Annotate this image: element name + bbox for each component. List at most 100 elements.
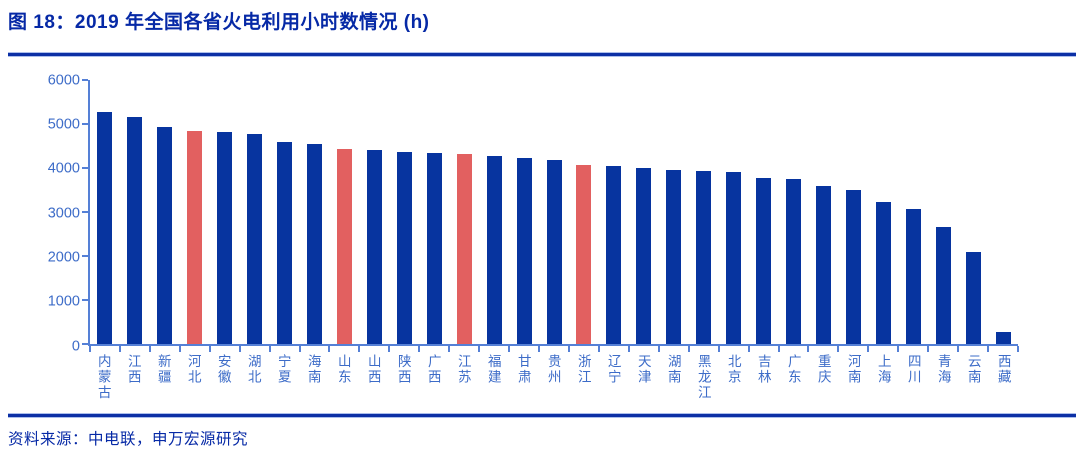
x-axis-label: 广东 [785,354,801,385]
y-axis-tick [82,123,88,125]
x-axis-tick [148,346,151,352]
x-axis-tick [717,346,720,352]
x-axis-label-slot: 辽宁 [598,354,628,401]
source-note: 资料来源：中电联，申万宏源研究 [8,431,249,448]
x-axis-label-slot: 江西 [118,354,148,401]
x-axis-label: 广西 [425,354,441,385]
x-axis-label: 宁夏 [275,354,291,385]
x-axis-label-slot: 四川 [898,354,928,401]
x-axis-label: 福建 [485,354,501,385]
bar-slot [988,80,1018,344]
x-axis-tick [747,346,750,352]
x-axis-label-slot: 湖北 [238,354,268,401]
bar-slot [449,80,479,344]
bar-上海 [875,201,891,344]
figure-title: 图 18：2019 年全国各省火电利用小时数情况 (h) [8,12,430,33]
x-axis-label-slot: 湖南 [658,354,688,401]
bar-slot [928,80,958,344]
bar-slot [120,80,150,344]
x-axis-label-slot: 甘肃 [508,354,538,401]
x-axis-label: 湖北 [245,354,261,385]
x-axis-tick [807,346,810,352]
x-axis-label-slot: 黑龙江 [688,354,718,401]
x-axis-tick [418,346,421,352]
x-axis-label: 吉林 [755,354,771,385]
y-axis-label: 0 [71,337,80,354]
x-axis-label: 河北 [185,354,201,385]
bar-甘肃 [516,157,532,344]
y-axis-tick [82,343,88,345]
bar-slot [659,80,689,344]
x-axis-tick [448,346,451,352]
x-axis-tick [957,346,960,352]
y-axis-label: 5000 [47,116,80,133]
x-axis-label-slot: 山东 [328,354,358,401]
x-axis-label-slot: 吉林 [748,354,778,401]
x-axis-label-slot: 上海 [868,354,898,401]
bar-slot [898,80,928,344]
x-axis-label: 山西 [365,354,381,385]
y-axis-label: 3000 [47,204,80,221]
bar-slot [240,80,270,344]
y-axis-label: 6000 [47,71,80,88]
x-axis-label: 陕西 [395,354,411,385]
x-axis-label: 湖南 [665,354,681,385]
bar-湖北 [247,133,263,344]
x-axis-tick [178,346,181,352]
x-axis-tick [777,346,780,352]
x-axis-tick [927,346,930,352]
bar-江苏 [456,154,472,344]
x-axis-label: 安徽 [215,354,231,385]
bar-slot [809,80,839,344]
x-axis-tick [508,346,511,352]
x-axis-label: 四川 [905,354,921,385]
bar-slot [419,80,449,344]
x-axis-label-slot: 新疆 [148,354,178,401]
x-axis-tick [388,346,391,352]
bar-湖南 [666,169,682,344]
bar-slot [838,80,868,344]
x-axis-label-slot: 山西 [358,354,388,401]
x-axis-label-slot: 江苏 [448,354,478,401]
x-axis-label: 辽宁 [605,354,621,385]
bar-slot [180,80,210,344]
bar-slot [689,80,719,344]
x-axis-tick [538,346,541,352]
y-axis-label: 4000 [47,160,80,177]
x-axis-label: 重庆 [815,354,831,385]
x-axis-label: 河南 [845,354,861,385]
x-axis-tick [118,346,121,352]
bar-slot [359,80,389,344]
bars-container [90,80,1018,344]
bar-新疆 [157,127,173,344]
x-axis-tick [627,346,630,352]
x-axis-label: 内蒙古 [95,354,111,401]
bar-slot [958,80,988,344]
bar-slot [150,80,180,344]
x-axis-label-slot: 海南 [298,354,328,401]
x-axis-tick [1017,346,1019,352]
bar-slot [539,80,569,344]
bar-slot [479,80,509,344]
x-axis-tick [268,346,271,352]
x-axis-label-slot: 浙江 [568,354,598,401]
x-axis-label-slot: 广东 [778,354,808,401]
x-axis-tick [897,346,900,352]
x-axis-label: 天津 [635,354,651,385]
y-axis-tick [82,167,88,170]
x-axis-tick [478,346,481,352]
x-axis-labels: 内蒙古 江西 新疆 河北 安徽 湖北 宁夏 海南 山东 山西 陕西 广西 江苏 福建 甘肃 贵州 浙江 辽宁 天津湖… [88,354,1018,401]
bar-slot [270,80,300,344]
x-axis-label-slot: 北京 [718,354,748,401]
x-axis-tick [687,346,690,352]
x-axis-label-slot: 贵州 [538,354,568,401]
bar-四川 [905,208,921,344]
x-axis-label: 云南 [965,354,981,385]
x-axis-label: 山东 [335,354,351,385]
bar-重庆 [815,186,831,344]
bar-slot [629,80,659,344]
x-axis-label: 海南 [305,354,321,385]
bar-西藏 [995,331,1011,344]
x-axis-tick [238,346,241,352]
